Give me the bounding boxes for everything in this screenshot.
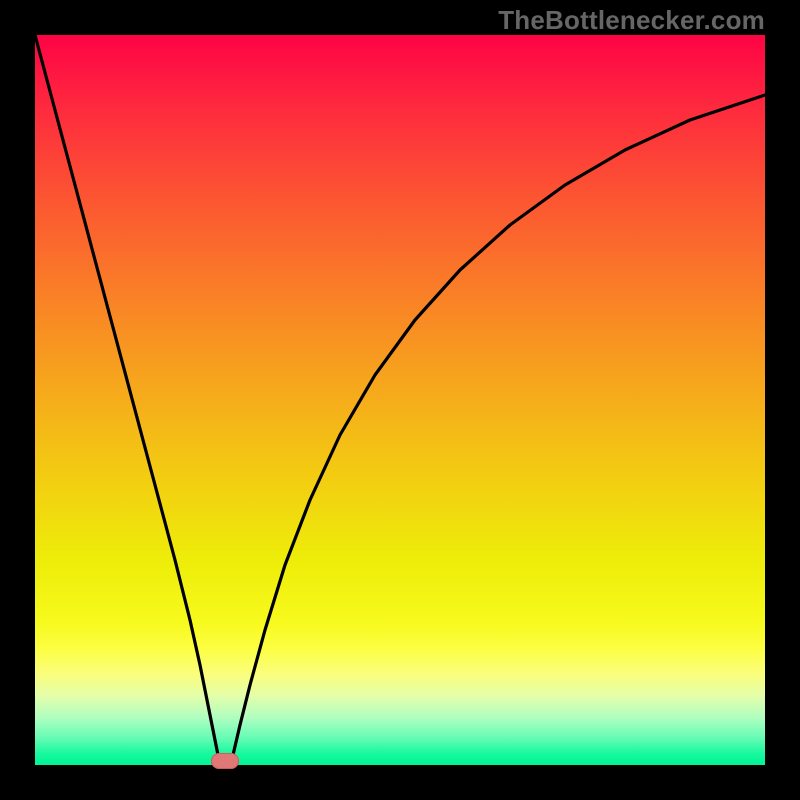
- watermark-text: TheBottlenecker.com: [498, 5, 765, 36]
- curve-right-branch: [233, 95, 765, 755]
- chart-frame: TheBottlenecker.com: [0, 0, 800, 800]
- min-point-marker: [211, 753, 239, 769]
- plot-area: [35, 35, 765, 765]
- curve-left-branch: [35, 35, 218, 755]
- chart-svg: [35, 35, 765, 765]
